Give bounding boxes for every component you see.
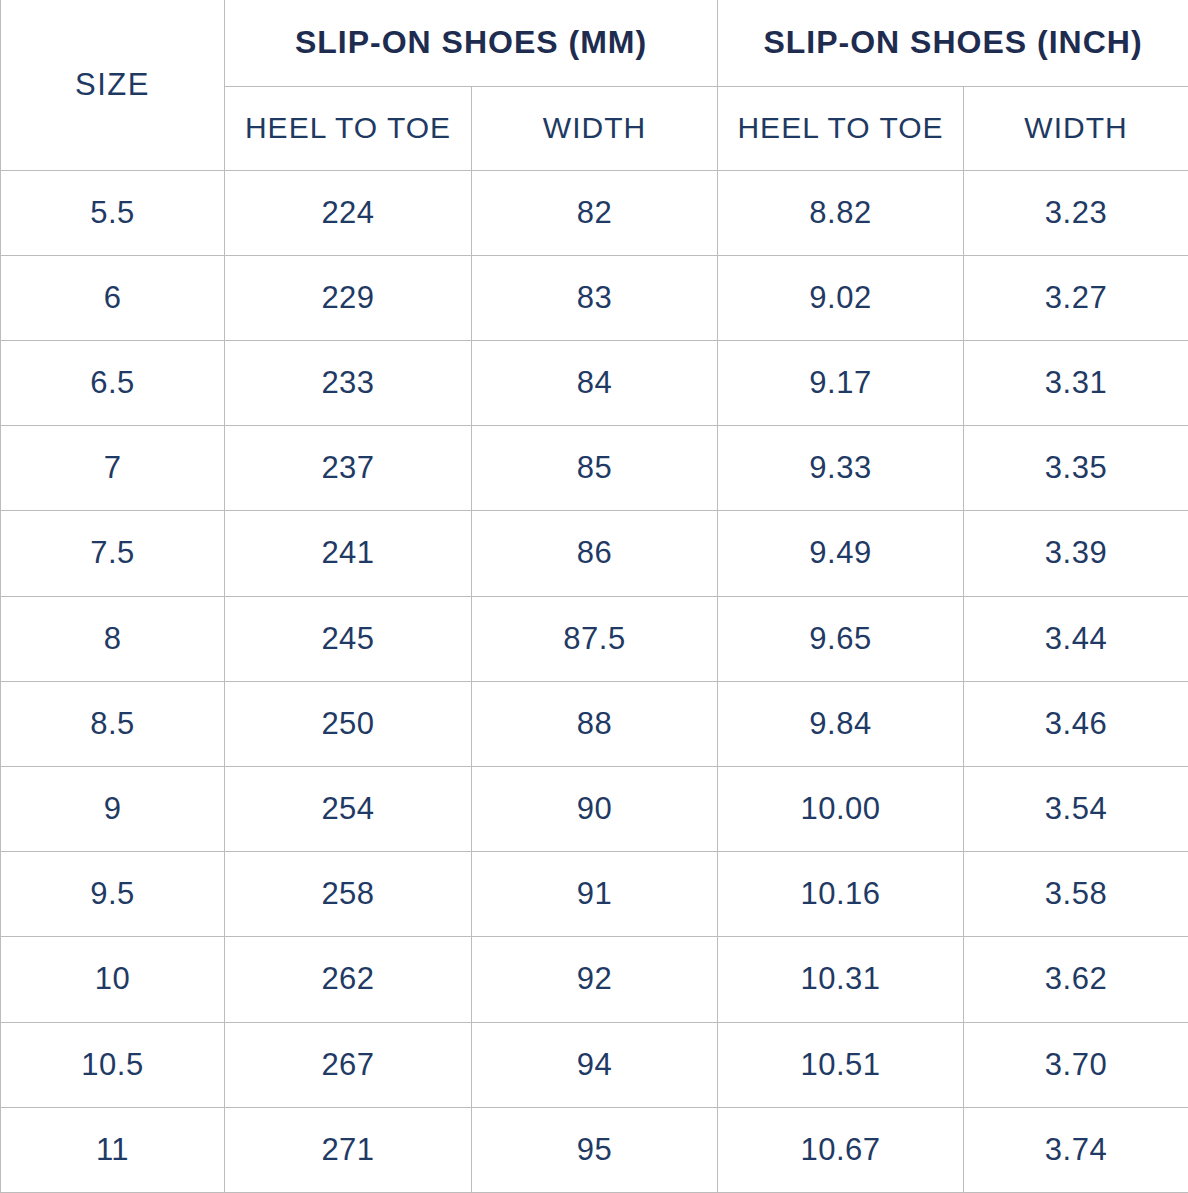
- size-cell: 11: [1, 1107, 225, 1192]
- mm-width-cell: 95: [472, 1107, 718, 1192]
- inch-heel-to-toe-cell: 9.49: [718, 511, 964, 596]
- inch-width-cell: 3.31: [964, 340, 1188, 425]
- mm-heel-to-toe-cell: 233: [225, 340, 472, 425]
- size-cell: 5.5: [1, 170, 225, 255]
- inch-heel-to-toe-cell: 10.67: [718, 1107, 964, 1192]
- table-row: 8.5 250 88 9.84 3.46: [1, 681, 1188, 766]
- size-cell: 9: [1, 766, 225, 851]
- table-row: 6.5 233 84 9.17 3.31: [1, 340, 1188, 425]
- size-cell: 8.5: [1, 681, 225, 766]
- size-cell: 7: [1, 426, 225, 511]
- inch-heel-to-toe-cell: 9.33: [718, 426, 964, 511]
- table-row: 8 245 87.5 9.65 3.44: [1, 596, 1188, 681]
- inch-width-cell: 3.35: [964, 426, 1188, 511]
- table-row: 9.5 258 91 10.16 3.58: [1, 852, 1188, 937]
- mm-heel-to-toe-cell: 271: [225, 1107, 472, 1192]
- mm-heel-to-toe-cell: 224: [225, 170, 472, 255]
- subheader-mm-width: WIDTH: [472, 86, 718, 170]
- mm-heel-to-toe-cell: 262: [225, 937, 472, 1022]
- inch-heel-to-toe-cell: 10.51: [718, 1022, 964, 1107]
- table-row: 7.5 241 86 9.49 3.39: [1, 511, 1188, 596]
- table-row: 7 237 85 9.33 3.35: [1, 426, 1188, 511]
- inch-width-cell: 3.70: [964, 1022, 1188, 1107]
- inch-heel-to-toe-cell: 10.00: [718, 766, 964, 851]
- size-cell: 6.5: [1, 340, 225, 425]
- size-cell: 10.5: [1, 1022, 225, 1107]
- mm-width-cell: 83: [472, 255, 718, 340]
- inch-width-cell: 3.74: [964, 1107, 1188, 1192]
- table-row: 9 254 90 10.00 3.54: [1, 766, 1188, 851]
- inch-heel-to-toe-cell: 10.31: [718, 937, 964, 1022]
- mm-heel-to-toe-cell: 237: [225, 426, 472, 511]
- mm-width-cell: 85: [472, 426, 718, 511]
- group-header-row: SIZE SLIP-ON SHOES (MM) SLIP-ON SHOES (I…: [1, 0, 1188, 86]
- size-cell: 7.5: [1, 511, 225, 596]
- table-body: 5.5 224 82 8.82 3.23 6 229 83 9.02 3.27 …: [1, 170, 1188, 1193]
- inch-heel-to-toe-cell: 9.17: [718, 340, 964, 425]
- subheader-inch-width: WIDTH: [964, 86, 1188, 170]
- subheader-mm-heel-to-toe: HEEL TO TOE: [225, 86, 472, 170]
- mm-heel-to-toe-cell: 250: [225, 681, 472, 766]
- size-cell: 6: [1, 255, 225, 340]
- mm-heel-to-toe-cell: 267: [225, 1022, 472, 1107]
- table-row: 10 262 92 10.31 3.62: [1, 937, 1188, 1022]
- mm-heel-to-toe-cell: 241: [225, 511, 472, 596]
- mm-width-cell: 84: [472, 340, 718, 425]
- group-header-inch: SLIP-ON SHOES (INCH): [718, 0, 1188, 86]
- mm-width-cell: 91: [472, 852, 718, 937]
- mm-width-cell: 88: [472, 681, 718, 766]
- inch-width-cell: 3.39: [964, 511, 1188, 596]
- mm-heel-to-toe-cell: 254: [225, 766, 472, 851]
- group-header-mm: SLIP-ON SHOES (MM): [225, 0, 718, 86]
- table-row: 5.5 224 82 8.82 3.23: [1, 170, 1188, 255]
- mm-width-cell: 94: [472, 1022, 718, 1107]
- inch-heel-to-toe-cell: 9.02: [718, 255, 964, 340]
- mm-heel-to-toe-cell: 258: [225, 852, 472, 937]
- inch-width-cell: 3.27: [964, 255, 1188, 340]
- mm-heel-to-toe-cell: 229: [225, 255, 472, 340]
- size-chart-container: SIZE SLIP-ON SHOES (MM) SLIP-ON SHOES (I…: [0, 0, 1188, 1193]
- mm-width-cell: 92: [472, 937, 718, 1022]
- inch-heel-to-toe-cell: 8.82: [718, 170, 964, 255]
- inch-heel-to-toe-cell: 9.65: [718, 596, 964, 681]
- inch-width-cell: 3.44: [964, 596, 1188, 681]
- mm-width-cell: 82: [472, 170, 718, 255]
- inch-width-cell: 3.23: [964, 170, 1188, 255]
- inch-heel-to-toe-cell: 9.84: [718, 681, 964, 766]
- mm-width-cell: 90: [472, 766, 718, 851]
- table-row: 11 271 95 10.67 3.74: [1, 1107, 1188, 1192]
- inch-heel-to-toe-cell: 10.16: [718, 852, 964, 937]
- size-cell: 8: [1, 596, 225, 681]
- mm-heel-to-toe-cell: 245: [225, 596, 472, 681]
- inch-width-cell: 3.58: [964, 852, 1188, 937]
- table-row: 10.5 267 94 10.51 3.70: [1, 1022, 1188, 1107]
- size-column-header: SIZE: [1, 0, 225, 170]
- inch-width-cell: 3.46: [964, 681, 1188, 766]
- size-chart-table: SIZE SLIP-ON SHOES (MM) SLIP-ON SHOES (I…: [0, 0, 1188, 1193]
- table-row: 6 229 83 9.02 3.27: [1, 255, 1188, 340]
- size-cell: 9.5: [1, 852, 225, 937]
- size-cell: 10: [1, 937, 225, 1022]
- mm-width-cell: 87.5: [472, 596, 718, 681]
- mm-width-cell: 86: [472, 511, 718, 596]
- inch-width-cell: 3.54: [964, 766, 1188, 851]
- subheader-inch-heel-to-toe: HEEL TO TOE: [718, 86, 964, 170]
- inch-width-cell: 3.62: [964, 937, 1188, 1022]
